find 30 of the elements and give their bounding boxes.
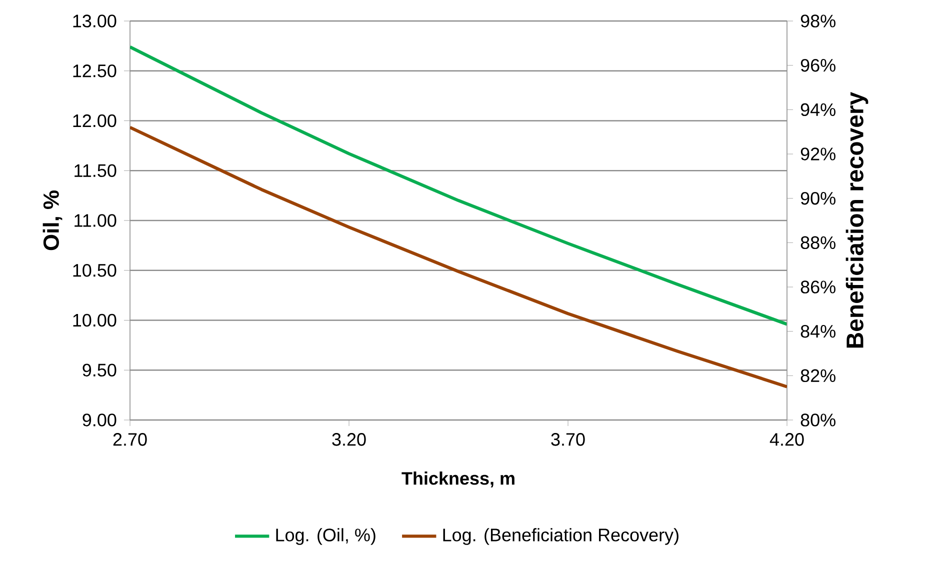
y2-tick-label: 92% bbox=[800, 148, 836, 160]
y-tick-label: 12.50 bbox=[73, 64, 116, 78]
y-axis-title: Oil, % bbox=[42, 190, 62, 250]
y2-tick-label: 88% bbox=[800, 236, 836, 250]
y2-tick-label: 96% bbox=[800, 58, 836, 72]
y2-tick-label: 98% bbox=[800, 14, 836, 28]
legend-label: Log. (Beneficiation Recovery) bbox=[443, 528, 678, 545]
y2-tick-label: 94% bbox=[800, 103, 836, 116]
y-tick-label: 9.00 bbox=[82, 414, 116, 426]
x-tick-label: 4.20 bbox=[770, 433, 804, 446]
y2-tick-label: 84% bbox=[800, 324, 836, 338]
x-tick-label: 3.70 bbox=[551, 433, 585, 446]
y-tick-label: 12.00 bbox=[73, 114, 116, 128]
y2-tick-label: 82% bbox=[800, 369, 836, 382]
y2-tick-label: 90% bbox=[800, 192, 836, 205]
y-tick-label: 9.50 bbox=[82, 364, 116, 377]
line-series bbox=[130, 126, 787, 388]
y2-axis-title: Beneficiation recovery bbox=[846, 92, 868, 348]
y-tick-label: 10.50 bbox=[73, 264, 116, 277]
y-tick-label: 10.00 bbox=[73, 314, 116, 327]
y2-tick-label: 80% bbox=[800, 414, 836, 426]
y-tick-label: 11.50 bbox=[74, 164, 116, 178]
x-axis-title: Thickness, m bbox=[402, 472, 514, 488]
y2-tick-label: 86% bbox=[800, 280, 836, 294]
legend-label: Log. (Oil, %) bbox=[276, 528, 376, 545]
y-tick-label: 11.00 bbox=[74, 214, 116, 227]
x-tick-label: 3.20 bbox=[332, 433, 366, 446]
line-series bbox=[130, 45, 787, 326]
x-tick-label: 2.70 bbox=[113, 433, 147, 446]
y-tick-label: 13.00 bbox=[73, 14, 116, 28]
